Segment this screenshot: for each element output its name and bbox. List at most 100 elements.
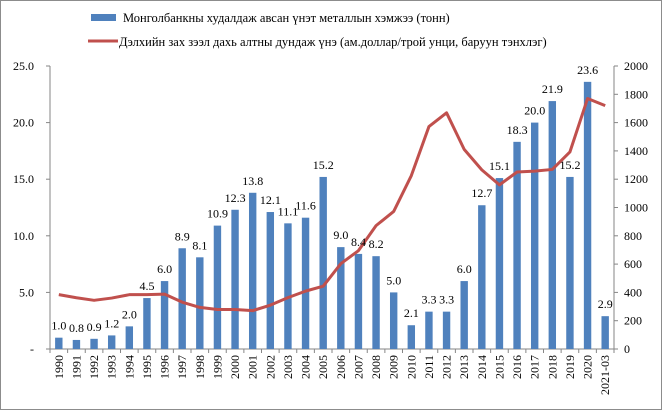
bar <box>566 176 574 349</box>
right-axis-tick-label: 1400 <box>624 144 648 158</box>
x-axis-tick-label: 2010 <box>404 355 418 379</box>
bar-data-label: 8.9 <box>175 229 190 243</box>
bar <box>90 338 98 349</box>
bar <box>160 281 169 349</box>
bar-data-label: 2.1 <box>404 306 419 320</box>
x-axis-tick-label: 1999 <box>210 355 224 379</box>
bar <box>513 141 521 349</box>
x-axis-tick-label: 2020 <box>581 355 595 379</box>
bar-data-label: 0.8 <box>69 321 84 335</box>
legend-bar-label: Монголбанкны худалдаж авсан үнэт металлы… <box>123 11 450 25</box>
x-axis-tick-label: 2007 <box>351 355 365 379</box>
right-axis-tick-label: 1800 <box>624 87 648 101</box>
bar-data-labels: 1.0 0.8 0.9 1.22.04.56.08.98.110.912.313.81… <box>51 63 612 335</box>
bar-data-label: 5.0 <box>386 273 401 287</box>
bar <box>478 205 486 349</box>
left-axis-tick-label: 5.0 <box>19 285 34 299</box>
bar <box>407 325 416 349</box>
x-axis-tick-label: 1997 <box>175 355 189 379</box>
bar <box>319 176 327 349</box>
bar-data-label: 12.1 <box>260 193 281 207</box>
right-axis-tick-label: 1600 <box>624 116 648 130</box>
x-axis-tick-label: 2019 <box>563 355 577 379</box>
bar-data-label: 12.3 <box>225 191 246 205</box>
bar-data-label: 13.8 <box>242 174 263 188</box>
x-axis-tick-label: 2000 <box>228 355 242 379</box>
bar-data-label: 0.9 <box>87 320 102 334</box>
x-axis: 1990 1991 1992 1993 1994 1995 1996 1997 1998 1999… <box>49 348 615 395</box>
bar-data-label: 8.2 <box>369 237 384 251</box>
left-axis-tick-label: - <box>30 342 34 356</box>
bar <box>425 311 433 349</box>
x-axis-tick-label: 2009 <box>387 355 401 379</box>
right-axis-tick-label: 1000 <box>624 201 648 215</box>
bar <box>495 178 504 349</box>
bar-data-label: 6.0 <box>157 262 172 276</box>
bar <box>284 223 292 349</box>
x-axis-tick-label: 2005 <box>316 355 330 379</box>
left-axis-tick-label: 20.0 <box>13 116 34 130</box>
x-axis-tick-label: 1996 <box>158 355 172 379</box>
x-axis-tick-label: 2014 <box>475 355 489 379</box>
bar-data-label: 6.0 <box>457 262 472 276</box>
bar <box>389 292 398 349</box>
bar <box>107 335 116 349</box>
right-axis-tick-label: 800 <box>624 229 642 243</box>
gold-price-line <box>58 97 606 313</box>
bar <box>196 257 204 349</box>
x-axis-tick-label: 2004 <box>299 355 313 379</box>
x-axis-tick-label: 1994 <box>122 355 136 379</box>
bar-data-label: 3.3 <box>421 293 436 307</box>
legend-line-label: Дэлхийн зах зээл дахь алтны дундаж үнэ (… <box>119 35 547 49</box>
right-axis-tick-label: 1200 <box>624 172 648 186</box>
bar-data-label: 8.4 <box>351 235 366 249</box>
right-axis-tick-label: 0 <box>624 342 630 356</box>
x-axis-tick-label: 2011 <box>422 355 436 379</box>
bar <box>266 212 275 349</box>
left-axis-tick-label: 15.0 <box>13 172 34 186</box>
bar <box>248 192 257 349</box>
x-axis-tick-label: 2015 <box>492 355 506 379</box>
bar-data-label: 18.3 <box>507 123 528 137</box>
bar-data-label: 15.2 <box>313 158 334 172</box>
bar-data-label: 11.1 <box>278 204 299 218</box>
bar-series <box>55 81 609 350</box>
bar <box>354 253 363 349</box>
bar <box>337 247 345 349</box>
bar-data-label: 11.6 <box>295 199 316 213</box>
bar-data-label: 4.5 <box>139 279 154 293</box>
bar <box>601 316 609 349</box>
x-axis-tick-label: 2006 <box>334 355 348 379</box>
bar <box>548 101 557 349</box>
x-axis-tick-label: 1998 <box>193 355 207 379</box>
bar-data-label: 1.2 <box>104 316 119 330</box>
bar-data-label: 20.0 <box>524 104 545 118</box>
right-axis-tick-label: 2000 <box>624 59 648 73</box>
bar-data-label: 15.2 <box>559 158 580 172</box>
bar-data-label: 15.1 <box>489 159 510 173</box>
bar-data-label: 3.3 <box>439 293 454 307</box>
bar <box>301 217 310 349</box>
bar <box>178 248 186 349</box>
right-axis-tick-label: 600 <box>624 257 642 271</box>
x-axis-tick-label: 1991 <box>69 355 83 379</box>
x-axis-tick-label: 2016 <box>510 355 524 379</box>
bar-data-label: 1.0 <box>51 319 66 333</box>
legend: Монголбанкны худалдаж авсан үнэт металлы… <box>88 11 547 49</box>
x-axis-tick-label: 2012 <box>440 355 454 379</box>
bar <box>125 326 134 349</box>
left-axis-tick-label: 10.0 <box>13 229 34 243</box>
bar <box>530 122 539 349</box>
bar-data-label: 9.0 <box>333 228 348 242</box>
bar <box>72 339 81 349</box>
bar-data-label: 2.0 <box>122 307 137 321</box>
line-series <box>58 97 606 313</box>
x-axis-tick-label: 2021-03 <box>598 355 612 395</box>
bar <box>442 311 451 349</box>
x-axis-tick-label: 1993 <box>105 355 119 379</box>
x-axis-tick-label: 2018 <box>545 355 559 379</box>
x-axis-tick-label: 2013 <box>457 355 471 379</box>
bar-data-label: 12.7 <box>471 186 492 200</box>
x-axis-tick-label: 2008 <box>369 355 383 379</box>
